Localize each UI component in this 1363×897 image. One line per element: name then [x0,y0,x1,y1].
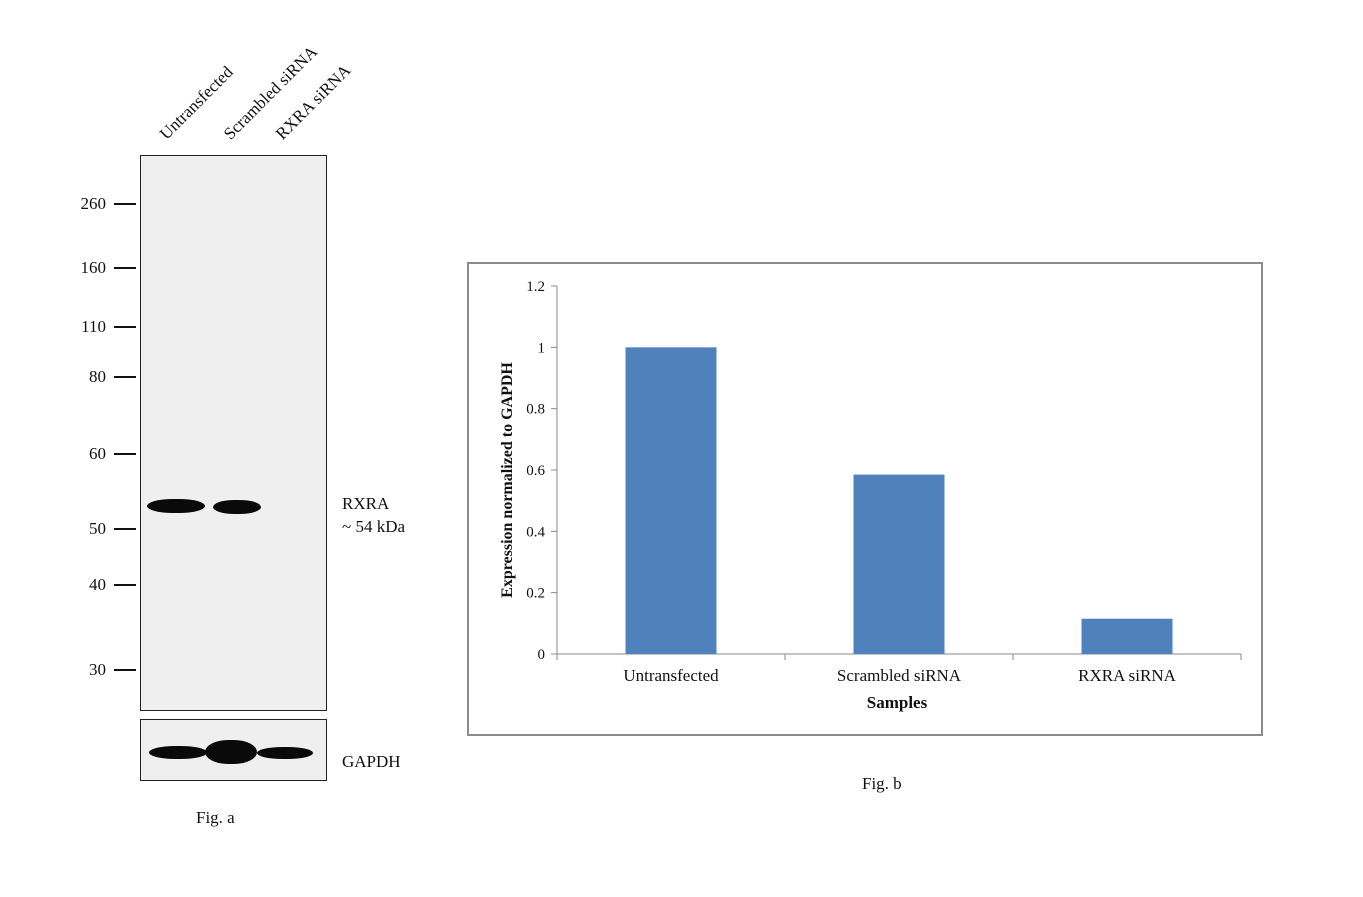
gapdh-band-untransfected [149,746,207,759]
x-tick-label: Scrambled siRNA [837,666,962,685]
fig-a-caption: Fig. a [196,808,235,827]
bar [853,474,945,654]
marker-110: 110 [60,317,136,337]
y-tick-label: 0.4 [526,524,545,540]
marker-160: 160 [60,258,136,278]
gapdh-band-scrambled [205,740,257,764]
y-tick-label: 0.6 [526,463,545,479]
blot-membrane-gapdh [140,719,327,781]
marker-40: 40 [60,575,136,595]
rxra-band-scrambled [213,500,261,514]
marker-80: 80 [60,367,136,387]
bar [1081,618,1173,654]
fig-b-caption: Fig. b [862,774,902,793]
y-tick-label: 1 [538,340,546,356]
gapdh-band-rxra-sirna [257,747,313,759]
x-tick-label: RXRA siRNA [1078,666,1176,685]
x-axis-title: Samples [867,693,928,712]
y-tick-label: 0.2 [526,586,545,602]
y-tick-label: 0 [538,647,546,663]
marker-50: 50 [60,519,136,539]
x-tick-label: Untransfected [623,666,719,685]
bar-chart-frame: 0 0.2 0.4 0.6 0.8 1 1.2 Untransfected Scrambled … [467,262,1263,736]
target-size-label: ~ 54 kDa [342,517,406,536]
marker-260: 260 [60,194,136,214]
y-tick-label: 1.2 [526,279,545,295]
y-tick-label: 0.8 [526,402,545,418]
marker-60: 60 [60,444,136,464]
bar [625,347,717,654]
marker-30: 30 [60,660,136,680]
target-protein-label: RXRA [342,494,390,513]
blot-membrane-rxra [140,155,327,711]
lane-label-scrambled: Scrambled siRNA [219,42,322,144]
rxra-band-untransfected [147,499,205,513]
loading-control-label: GAPDH [342,752,401,771]
y-axis-title: Expression normalized to GAPDH [499,362,516,598]
bar-chart: 0 0.2 0.4 0.6 0.8 1 1.2 Untransfected Scrambled … [499,279,1242,712]
